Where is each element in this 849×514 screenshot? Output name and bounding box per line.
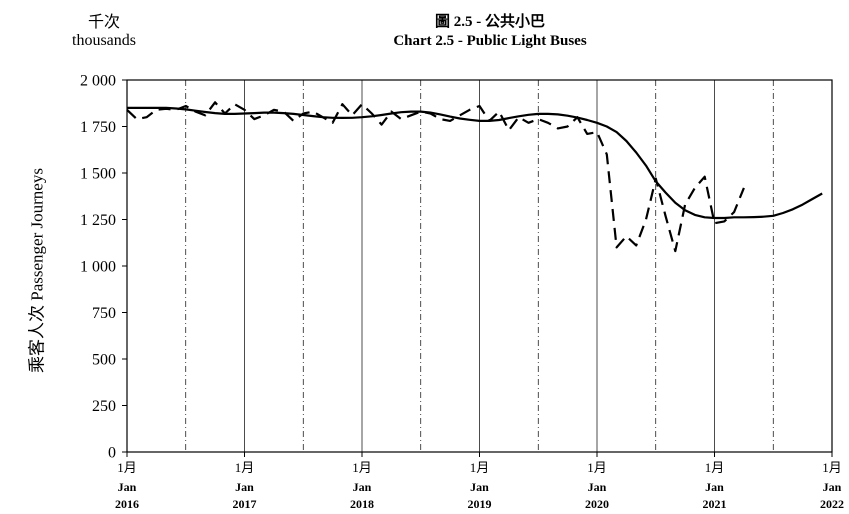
x-tick-label-month-en: Jan [235, 480, 254, 494]
x-tick-label-year: 2016 [115, 497, 139, 511]
x-tick-label-month-zh: 1月 [587, 460, 607, 475]
unit-label-zh: 千次 [87, 14, 120, 31]
grid-lines [185, 80, 774, 452]
y-axis-ticks: 0 250 500 750 1 000 1 250 1 500 1 750 2 000 [80, 73, 127, 462]
x-tick-label-month-zh: 1月 [352, 460, 372, 475]
x-tick-label-year: 2019 [468, 497, 492, 511]
x-axis-ticks: 1月 Jan 2016 1月 Jan 2017 1月 Jan 2018 1月 Jan 2019 1月 Ja… [115, 452, 844, 511]
x-tick-label-year: 2020 [585, 497, 609, 511]
series-line-dashed [126, 101, 745, 253]
x-tick-label-month-en: Jan [118, 480, 137, 494]
chart-title-zh: 圖 2.5 - 公共小巴 [435, 14, 545, 30]
series-layer [126, 101, 823, 253]
y-tick-label: 1 250 [80, 212, 116, 229]
x-tick-label-month-en: Jan [705, 480, 724, 494]
y-tick-label: 250 [92, 398, 116, 415]
x-tick-label-year: 2018 [350, 497, 374, 511]
y-tick-label: 2 000 [80, 73, 116, 90]
x-tick-label-year: 2021 [703, 497, 727, 511]
unit-label: 千次 thousands [48, 14, 160, 50]
x-tick-label-year: 2022 [820, 497, 844, 511]
chart-title: 圖 2.5 - 公共小巴 Chart 2.5 - Public Light Bu… [270, 13, 710, 51]
y-tick-label: 500 [92, 352, 116, 369]
y-tick-label: 750 [92, 305, 116, 322]
x-tick-label-year: 2017 [233, 497, 257, 511]
x-tick-label-month-zh: 1月 [822, 460, 842, 475]
unit-label-en: thousands [72, 32, 136, 49]
x-tick-label-month-en: Jan [353, 480, 372, 494]
chart-title-en: Chart 2.5 - Public Light Buses [393, 33, 587, 49]
series-line-solid [127, 106, 823, 220]
x-tick-label-month-en: Jan [588, 480, 607, 494]
y-tick-label: 1 750 [80, 119, 116, 136]
x-tick-label-month-en: Jan [823, 480, 842, 494]
y-tick-label: 0 [108, 445, 116, 462]
y-tick-label: 1 500 [80, 166, 116, 183]
y-axis-label: 乘客人次 Passenger Journeys [27, 168, 47, 373]
x-tick-label-month-zh: 1月 [117, 460, 137, 475]
x-tick-label-month-zh: 1月 [705, 460, 725, 475]
x-tick-label-month-zh: 1月 [470, 460, 490, 475]
y-tick-label: 1 000 [80, 259, 116, 276]
x-tick-label-month-zh: 1月 [235, 460, 255, 475]
x-tick-label-month-en: Jan [470, 480, 489, 494]
